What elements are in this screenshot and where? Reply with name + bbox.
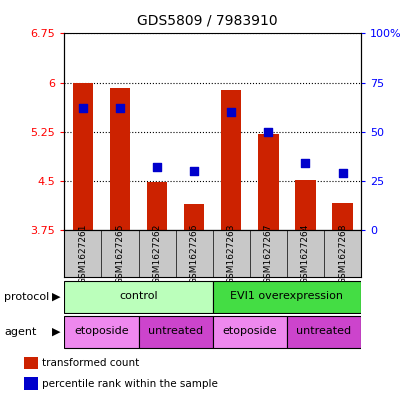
Point <box>154 164 160 170</box>
Point <box>80 105 86 111</box>
Text: GSM1627262: GSM1627262 <box>153 223 161 284</box>
Point <box>228 109 234 115</box>
Point <box>191 168 198 174</box>
Text: GSM1627267: GSM1627267 <box>264 223 273 284</box>
Text: GSM1627268: GSM1627268 <box>338 223 347 284</box>
Bar <box>64 316 139 348</box>
Text: agent: agent <box>4 327 37 337</box>
Text: untreated: untreated <box>296 326 352 336</box>
Text: etoposide: etoposide <box>74 326 129 336</box>
Point <box>265 129 272 135</box>
Bar <box>24 377 38 390</box>
Text: ▶: ▶ <box>52 292 60 302</box>
Text: GDS5809 / 7983910: GDS5809 / 7983910 <box>137 14 278 28</box>
Text: EVI1 overexpression: EVI1 overexpression <box>230 291 343 301</box>
Bar <box>295 180 316 230</box>
Bar <box>221 90 242 230</box>
Bar <box>110 88 130 230</box>
Text: etoposide: etoposide <box>222 326 277 336</box>
Bar <box>184 204 204 230</box>
Text: ▶: ▶ <box>52 327 60 337</box>
Bar <box>73 83 93 230</box>
Point <box>339 170 346 176</box>
Point <box>302 160 309 166</box>
Bar <box>213 316 287 348</box>
Text: percentile rank within the sample: percentile rank within the sample <box>42 378 218 389</box>
Text: protocol: protocol <box>4 292 49 302</box>
Text: GSM1627266: GSM1627266 <box>190 223 199 284</box>
Bar <box>24 357 38 369</box>
Bar <box>258 134 278 230</box>
Bar <box>287 316 361 348</box>
Text: untreated: untreated <box>148 326 203 336</box>
Text: control: control <box>119 291 158 301</box>
Bar <box>332 203 353 230</box>
Text: GSM1627265: GSM1627265 <box>115 223 124 284</box>
Bar <box>213 281 361 313</box>
Text: transformed count: transformed count <box>42 358 139 368</box>
Text: GSM1627263: GSM1627263 <box>227 223 236 284</box>
Text: GSM1627261: GSM1627261 <box>78 223 88 284</box>
Bar <box>147 182 167 230</box>
Point <box>117 105 123 111</box>
Bar <box>64 281 213 313</box>
Text: GSM1627264: GSM1627264 <box>301 223 310 284</box>
Bar <box>139 316 213 348</box>
